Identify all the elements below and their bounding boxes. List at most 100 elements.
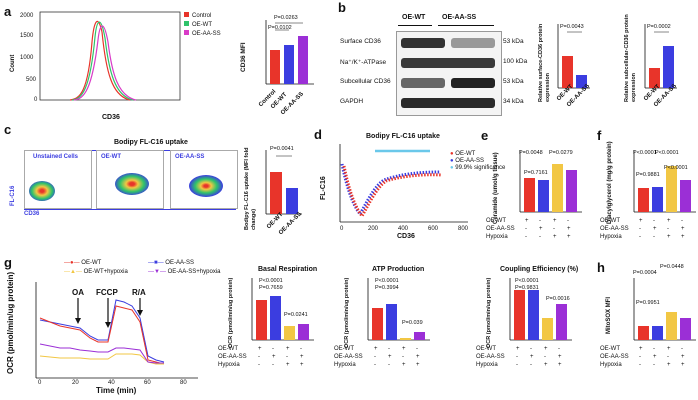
cond-sign: + (258, 346, 262, 352)
cond-label: OE-WT (476, 346, 496, 352)
h-p-3: P=0.0448 (660, 264, 684, 270)
f-p-1: P=0.9881 (636, 172, 660, 178)
wb-kda-1: 53 kDa (503, 38, 524, 45)
panel-label-g: g (4, 255, 12, 270)
flow-plot-title: Unstained Cells (33, 154, 79, 160)
bar-oe-wt (284, 45, 294, 84)
cond-label: Hypoxia (600, 362, 622, 368)
cond-sign: + (667, 218, 671, 224)
hist-ytick: 2000 (20, 13, 34, 19)
c-p-value: P=0.0041 (270, 146, 294, 152)
panel-label-e: e (481, 128, 489, 143)
wb-row-subcellular-cd36: Subcellular CD36 (340, 78, 391, 85)
h-ylabel: MitoSOX MFI (606, 297, 612, 334)
d-legend-oe-aa-ss: OE-AA-SS (455, 158, 484, 164)
atp-p-3: P=0.039 (402, 320, 423, 326)
e-p-1: P=0.7161 (524, 170, 548, 176)
cond-sign: + (300, 354, 304, 360)
panel-label-b: b (338, 0, 346, 15)
g-legend-oe-wt-hypoxia: OE-WT+hypoxia (83, 269, 128, 275)
cond-sign: - (402, 354, 404, 360)
d-legend-sig: 99.9% significance (455, 165, 506, 171)
d-legend: ● OE-WT ● OE-AA-SS ● 99.9% significance (450, 151, 506, 171)
atp-p-2: P=0.3994 (375, 285, 399, 291)
d-ylabel: FL-C16 (320, 176, 327, 200)
cond-sign: + (544, 362, 548, 368)
cond-sign: + (544, 346, 548, 352)
cond-sign: - (388, 346, 390, 352)
cond-sign: + (553, 218, 557, 224)
hist-ylabel: Count (10, 54, 16, 72)
flow-plot-title: OE-AA-SS (175, 154, 205, 160)
cond-sign: - (558, 346, 560, 352)
cond-sign: - (639, 234, 641, 240)
atp-production-bar-chart (367, 278, 430, 341)
cond-label: Hypoxia (486, 234, 508, 240)
cond-label: OE-AA-SS (600, 226, 629, 232)
cond-sign: + (653, 354, 657, 360)
atp-ylabel: OCR (pmol/min/ug protein) (344, 277, 350, 348)
c-ylabel: FL-C16 (10, 185, 16, 206)
f-ylabel: Diacylglycerol (mg/g protein) (607, 141, 613, 224)
cond-sign: + (567, 234, 571, 240)
d-xtick: 400 (398, 226, 409, 232)
cond-sign: + (416, 354, 420, 360)
cond-sign: - (567, 218, 569, 224)
cond-sign: - (530, 346, 532, 352)
hist-xlabel: CD36 (102, 114, 120, 121)
cond-sign: - (667, 354, 669, 360)
cond-sign: - (653, 234, 655, 240)
basal-title: Basal Respiration (258, 266, 318, 273)
d-legend-oe-wt: OE-WT (455, 151, 476, 157)
d-title: Bodipy FL-C16 uptake (366, 133, 440, 140)
cond-sign: - (639, 354, 641, 360)
e-ylabel: Ceramide (umol/g tissue) (493, 152, 499, 224)
flow-plot-unstained: Unstained Cells (24, 150, 92, 209)
atp-title: ATP Production (372, 266, 425, 273)
cond-label: OE-AA-SS (486, 226, 515, 232)
panel-label-h: h (597, 260, 605, 275)
western-blot-image (396, 31, 502, 116)
wb-header-oe-aa-ss: OE-AA-SS (442, 14, 477, 21)
cond-sign: - (272, 362, 274, 368)
a-p-value-1: P=0.0102 (268, 25, 292, 31)
cond-sign: + (667, 234, 671, 240)
cond-sign: - (539, 234, 541, 240)
g-xtick: 40 (108, 380, 115, 386)
coupling-p-3: P=0.0016 (546, 296, 570, 302)
cond-sign: + (553, 234, 557, 240)
panel-label-a: a (4, 4, 12, 19)
cond-sign: + (416, 362, 420, 368)
panel-label-d: d (314, 127, 322, 142)
bar-control (270, 50, 280, 84)
h-p-1: P=0.9951 (636, 300, 660, 306)
cond-sign: + (567, 226, 571, 232)
cd36-histogram (39, 11, 181, 101)
inj-oa: OA (72, 288, 84, 297)
g-xtick: 0 (38, 380, 42, 386)
f-p-3: P<0.0001 (655, 150, 679, 156)
coupling-ylabel: OCR (pmol/min/ug protein) (486, 277, 492, 348)
hist-ytick: 0 (34, 97, 38, 103)
cond-sign: - (681, 346, 683, 352)
cond-sign: - (272, 346, 274, 352)
panel-label-c: c (4, 122, 12, 137)
cond-sign: - (416, 346, 418, 352)
cond-label: OE-AA-SS (476, 354, 505, 360)
cond-sign: + (374, 346, 378, 352)
flow-plot-oe-aa-ss: OE-AA-SS (170, 150, 238, 209)
cond-sign: + (558, 354, 562, 360)
wb-kda-4: 34 kDa (503, 98, 524, 105)
coupling-p-1: P<0.0001 (515, 278, 539, 284)
flow-plot-title: OE-WT (101, 154, 121, 160)
cond-sign: - (374, 362, 376, 368)
ocr-time-course (35, 282, 198, 379)
cond-sign: + (539, 226, 543, 232)
cond-sign: + (667, 362, 671, 368)
cond-sign: + (639, 346, 643, 352)
wb-row-atpase: Na⁺/K⁺-ATPase (340, 59, 387, 66)
cond-sign: + (388, 354, 392, 360)
f-p-2: P<0.0001 (633, 150, 657, 156)
cond-label: Hypoxia (476, 362, 498, 368)
cond-sign: - (258, 354, 260, 360)
